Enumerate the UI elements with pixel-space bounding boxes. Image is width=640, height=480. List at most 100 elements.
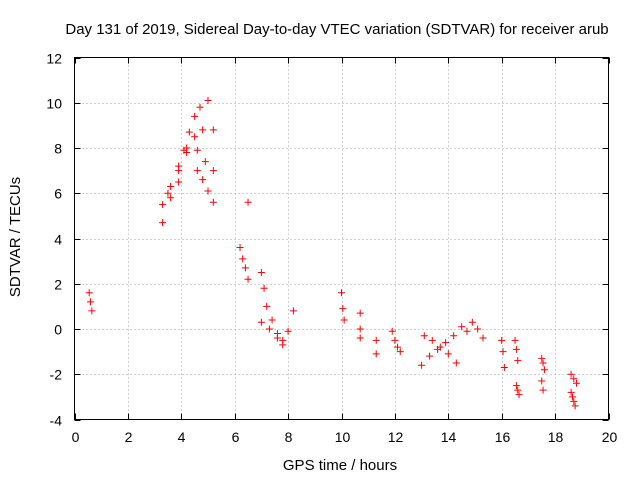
data-point — [499, 348, 507, 356]
data-point — [209, 167, 217, 175]
data-point — [199, 176, 207, 184]
data-point — [263, 302, 271, 310]
y-tick-label: 6 — [54, 186, 62, 202]
y-tick-label: -2 — [50, 367, 63, 383]
y-tick-label: 10 — [46, 96, 62, 112]
x-tick-label: 8 — [285, 429, 293, 445]
data-point — [340, 316, 348, 324]
data-point — [512, 345, 520, 353]
data-point — [391, 336, 399, 344]
data-point — [339, 305, 347, 313]
series-arc-peak-tail — [193, 167, 217, 206]
series-arc-13-14h-b — [420, 332, 460, 367]
data-point — [572, 379, 580, 387]
data-point — [498, 336, 506, 344]
data-point — [88, 307, 96, 315]
data-point — [209, 198, 217, 206]
chart-title: Day 131 of 2019, Sidereal Day-to-day VTE… — [65, 21, 608, 38]
data-point — [183, 144, 191, 152]
data-point — [196, 103, 204, 111]
data-point — [512, 382, 520, 390]
series-arc-6.5h — [244, 198, 252, 206]
data-point — [570, 375, 578, 383]
x-tick-label: 6 — [232, 429, 240, 445]
data-point — [191, 133, 199, 141]
series-arc-6.3h — [236, 244, 252, 283]
data-point — [538, 377, 546, 385]
data-point — [204, 96, 212, 104]
data-point — [570, 397, 578, 405]
y-tick-label: -4 — [50, 413, 63, 429]
data-point — [539, 386, 547, 394]
data-point — [185, 128, 193, 136]
series-arc-16.6h-low — [512, 382, 523, 399]
data-point — [500, 363, 508, 371]
data-point — [201, 158, 209, 166]
data-point — [567, 388, 575, 396]
data-point — [199, 126, 207, 134]
series-arc-7h — [257, 268, 287, 349]
y-tick-label: 12 — [46, 51, 62, 67]
grid-lines — [74, 57, 609, 420]
plot-frame — [74, 57, 609, 420]
x-tick-label: 16 — [495, 429, 511, 445]
data-point — [426, 352, 434, 360]
x-tick-label: 0 — [72, 429, 80, 445]
data-point — [463, 327, 471, 335]
data-point — [452, 359, 460, 367]
data-point — [356, 334, 364, 342]
data-point — [289, 307, 297, 315]
data-point — [394, 343, 402, 351]
data-point — [257, 268, 265, 276]
data-point — [372, 336, 380, 344]
data-point — [372, 350, 380, 358]
data-point — [511, 336, 519, 344]
x-tick-label: 10 — [335, 429, 351, 445]
data-point — [191, 112, 199, 120]
data-point — [85, 289, 93, 297]
x-tick-label: 4 — [178, 429, 186, 445]
x-tick-label: 20 — [602, 429, 618, 445]
data-point — [257, 318, 265, 326]
data-point — [356, 325, 364, 333]
data-point — [474, 325, 482, 333]
data-point — [567, 370, 575, 378]
data-point — [538, 354, 546, 362]
data-point — [175, 178, 183, 186]
series-arc-17.5h-low — [538, 377, 547, 394]
series-arc-peak-mid — [159, 126, 217, 209]
data-point — [241, 264, 249, 272]
series-arc-18.7h-low — [567, 388, 579, 410]
data-point — [338, 289, 345, 297]
data-point — [444, 350, 452, 358]
x-tick-label: 12 — [388, 429, 404, 445]
data-point — [260, 284, 268, 292]
data-point — [244, 275, 252, 283]
x-tick-label: 18 — [548, 429, 564, 445]
data-point — [442, 339, 450, 347]
data-point — [540, 366, 548, 374]
data-point — [164, 189, 172, 197]
data-point — [167, 194, 175, 202]
y-tick-label: 2 — [54, 277, 62, 293]
data-point — [279, 336, 287, 344]
data-point — [428, 336, 436, 344]
data-point — [159, 219, 167, 227]
y-tick-label: 0 — [54, 322, 62, 338]
series-arc-12h — [388, 327, 404, 356]
data-point — [450, 332, 458, 340]
data-point — [515, 391, 523, 399]
data-point — [273, 334, 281, 342]
data-point — [284, 327, 292, 335]
data-point — [468, 318, 476, 326]
data-point — [167, 182, 175, 190]
series-arc-11.3h — [372, 336, 380, 358]
data-point — [479, 334, 487, 342]
x-tick-label: 2 — [125, 429, 133, 445]
data-point — [239, 255, 247, 263]
data-point — [356, 309, 364, 317]
data-point — [420, 332, 428, 340]
series-arc-7.6h — [257, 307, 297, 344]
data-point — [568, 393, 576, 401]
